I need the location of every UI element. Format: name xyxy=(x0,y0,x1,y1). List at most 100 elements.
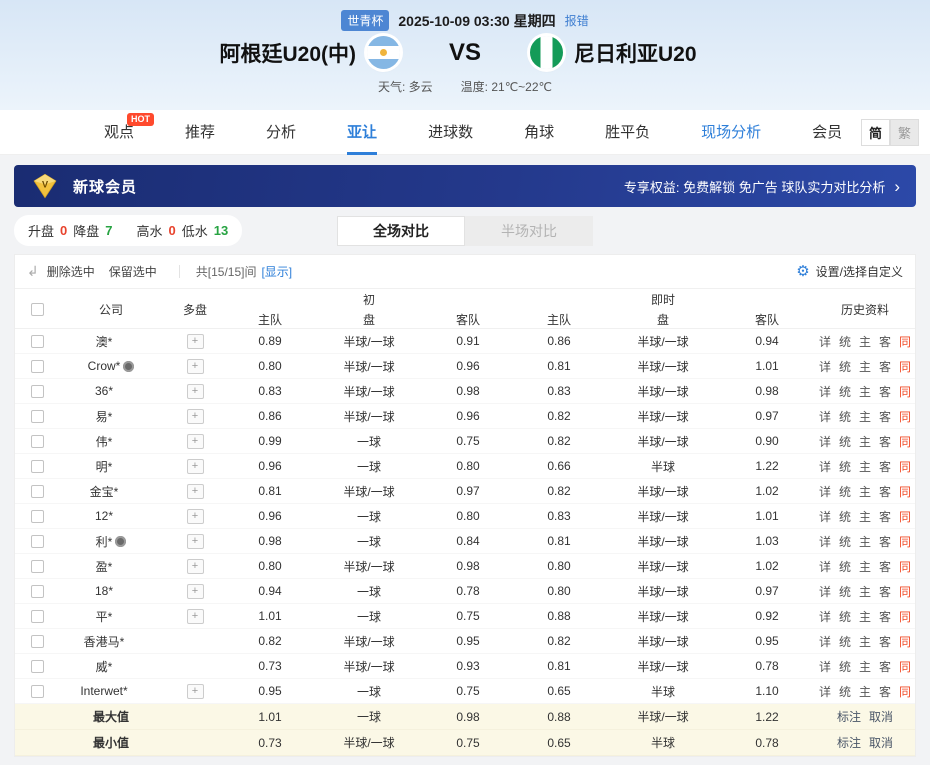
history-home-link[interactable]: 主 xyxy=(858,534,871,549)
select-all-checkbox[interactable] xyxy=(30,303,44,317)
history-same-link[interactable]: 同 xyxy=(899,434,912,449)
history-stats-link[interactable]: 统 xyxy=(838,634,851,649)
history-stats-link[interactable]: 统 xyxy=(838,359,851,374)
company-name[interactable]: 伟* xyxy=(95,434,113,449)
company-name[interactable]: 36* xyxy=(94,384,114,398)
history-stats-link[interactable]: 统 xyxy=(838,384,851,399)
cancel-link[interactable]: 取消 xyxy=(869,710,894,724)
history-same-link[interactable]: 同 xyxy=(899,384,912,399)
lang-simplified-button[interactable]: 简 xyxy=(861,118,890,146)
company-name[interactable]: 18* xyxy=(94,584,114,598)
tab-goals[interactable]: 进球数 xyxy=(428,123,474,141)
expand-plus-button[interactable]: + xyxy=(186,333,204,349)
history-home-link[interactable]: 主 xyxy=(858,559,871,574)
history-away-link[interactable]: 客 xyxy=(879,659,892,674)
report-error-link[interactable]: 报错 xyxy=(564,14,589,28)
history-away-link[interactable]: 客 xyxy=(879,684,892,699)
history-home-link[interactable]: 主 xyxy=(858,509,871,524)
history-same-link[interactable]: 同 xyxy=(899,459,912,474)
history-stats-link[interactable]: 统 xyxy=(838,334,851,349)
history-same-link[interactable]: 同 xyxy=(899,634,912,649)
history-same-link[interactable]: 同 xyxy=(899,509,912,524)
delete-selected-button[interactable]: 删除选中 xyxy=(46,265,95,279)
row-checkbox[interactable] xyxy=(30,335,44,349)
history-away-link[interactable]: 客 xyxy=(879,334,892,349)
expand-plus-button[interactable]: + xyxy=(186,683,204,699)
history-same-link[interactable]: 同 xyxy=(899,409,912,424)
history-same-link[interactable]: 同 xyxy=(899,484,912,499)
company-name[interactable]: 澳* xyxy=(95,334,113,349)
lang-traditional-button[interactable]: 繁 xyxy=(890,118,919,146)
tab-asian-handicap[interactable]: 亚让 xyxy=(347,110,378,155)
company-name[interactable]: Interwet* xyxy=(80,684,128,698)
company-name[interactable]: 金宝* xyxy=(89,484,119,499)
history-same-link[interactable]: 同 xyxy=(899,659,912,674)
history-away-link[interactable]: 客 xyxy=(879,509,892,524)
history-home-link[interactable]: 主 xyxy=(858,459,871,474)
history-same-link[interactable]: 同 xyxy=(899,584,912,599)
history-home-link[interactable]: 主 xyxy=(858,684,871,699)
history-away-link[interactable]: 客 xyxy=(879,584,892,599)
company-name[interactable]: 易* xyxy=(95,409,113,424)
row-checkbox[interactable] xyxy=(30,435,44,449)
expand-plus-button[interactable]: + xyxy=(186,433,204,449)
company-name[interactable]: Crow* xyxy=(87,359,121,373)
company-name[interactable]: 平* xyxy=(95,609,113,624)
history-home-link[interactable]: 主 xyxy=(858,334,871,349)
row-checkbox[interactable] xyxy=(30,460,44,474)
history-stats-link[interactable]: 统 xyxy=(838,559,851,574)
mark-link[interactable]: 标注 xyxy=(836,710,861,724)
history-detail-link[interactable]: 详 xyxy=(818,609,831,624)
history-stats-link[interactable]: 统 xyxy=(838,509,851,524)
history-detail-link[interactable]: 详 xyxy=(818,534,831,549)
history-same-link[interactable]: 同 xyxy=(899,359,912,374)
history-away-link[interactable]: 客 xyxy=(879,484,892,499)
history-detail-link[interactable]: 详 xyxy=(818,334,831,349)
company-name[interactable]: 明* xyxy=(95,459,113,474)
history-detail-link[interactable]: 详 xyxy=(818,384,831,399)
row-checkbox[interactable] xyxy=(30,510,44,524)
history-same-link[interactable]: 同 xyxy=(899,334,912,349)
row-checkbox[interactable] xyxy=(30,485,44,499)
history-home-link[interactable]: 主 xyxy=(858,584,871,599)
expand-plus-button[interactable]: + xyxy=(186,383,204,399)
expand-plus-button[interactable]: + xyxy=(186,358,204,374)
expand-plus-button[interactable]: + xyxy=(186,558,204,574)
history-detail-link[interactable]: 详 xyxy=(818,659,831,674)
history-home-link[interactable]: 主 xyxy=(858,484,871,499)
history-stats-link[interactable]: 统 xyxy=(838,534,851,549)
history-away-link[interactable]: 客 xyxy=(879,634,892,649)
history-stats-link[interactable]: 统 xyxy=(838,659,851,674)
history-away-link[interactable]: 客 xyxy=(879,434,892,449)
company-name[interactable]: 香港马* xyxy=(83,634,125,649)
tab-viewpoint[interactable]: 观点 HOT xyxy=(104,110,155,155)
history-stats-link[interactable]: 统 xyxy=(838,409,851,424)
tab-live-analysis[interactable]: 现场分析 xyxy=(701,123,762,141)
keep-selected-button[interactable]: 保留选中 xyxy=(108,265,157,279)
history-home-link[interactable]: 主 xyxy=(858,434,871,449)
expand-plus-button[interactable]: + xyxy=(186,583,204,599)
half-match-tab[interactable]: 半场对比 xyxy=(465,215,593,246)
tab-win-draw-lose[interactable]: 胜平负 xyxy=(605,123,651,141)
history-same-link[interactable]: 同 xyxy=(899,534,912,549)
row-checkbox[interactable] xyxy=(30,385,44,399)
history-detail-link[interactable]: 详 xyxy=(818,634,831,649)
company-name[interactable]: 利* xyxy=(95,534,113,549)
history-stats-link[interactable]: 统 xyxy=(838,434,851,449)
history-away-link[interactable]: 客 xyxy=(879,384,892,399)
history-detail-link[interactable]: 详 xyxy=(818,359,831,374)
history-detail-link[interactable]: 详 xyxy=(818,584,831,599)
history-stats-link[interactable]: 统 xyxy=(838,459,851,474)
row-checkbox[interactable] xyxy=(30,660,44,674)
history-stats-link[interactable]: 统 xyxy=(838,609,851,624)
company-name[interactable]: 12* xyxy=(94,509,114,523)
row-checkbox[interactable] xyxy=(30,585,44,599)
history-detail-link[interactable]: 详 xyxy=(818,434,831,449)
history-detail-link[interactable]: 详 xyxy=(818,559,831,574)
history-away-link[interactable]: 客 xyxy=(879,559,892,574)
row-checkbox[interactable] xyxy=(30,635,44,649)
history-away-link[interactable]: 客 xyxy=(879,609,892,624)
history-away-link[interactable]: 客 xyxy=(879,459,892,474)
full-match-tab[interactable]: 全场对比 xyxy=(337,215,465,246)
history-stats-link[interactable]: 统 xyxy=(838,484,851,499)
